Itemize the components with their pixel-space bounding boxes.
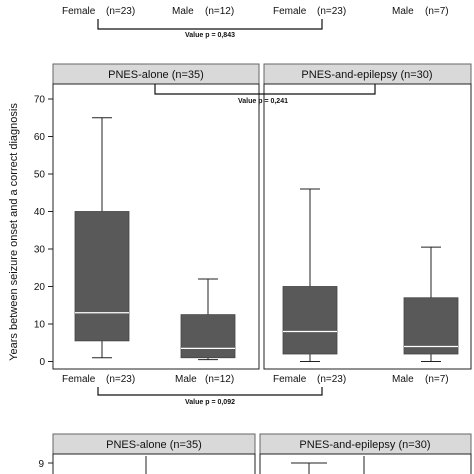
top-pvalue-bracket [97, 19, 323, 30]
box-male-pnes-epilepsy [403, 297, 459, 355]
box-female-pnes-alone [74, 211, 130, 342]
y-tick-label-30: 30 [34, 245, 46, 256]
y-tick-label-0: 0 [39, 357, 45, 368]
top-count-female-1: (n=23) [106, 6, 135, 17]
top-count-female-2: (n=23) [317, 6, 346, 17]
y-tick-label-10: 10 [34, 320, 46, 331]
pvalue-bracket-panels [154, 84, 376, 95]
pvalue-label-panels: Value p = 0,241 [238, 98, 288, 105]
panel-title-pnes-alone: PNES-alone (n=35) [108, 69, 204, 81]
main-chart: PNES-alone (n=35) PNES-and-epilepsy (n=3… [8, 63, 472, 406]
box-plots [74, 117, 459, 362]
x-count-male-pnes-alone: (n=12) [205, 374, 234, 385]
pvalue-label-females: Value p = 0,092 [185, 399, 235, 406]
top-label-male-2: Male [392, 6, 414, 17]
x-label-female-pnes-epilepsy: Female [273, 374, 307, 385]
top-label-female-2: Female [273, 6, 307, 17]
x-count-female-pnes-epilepsy: (n=23) [317, 374, 346, 385]
y-axis: 0 10 20 30 40 50 60 70 [34, 95, 53, 368]
x-label-male-pnes-alone: Male [175, 374, 197, 385]
bottom-frame-left [52, 453, 256, 474]
x-count-male-pnes-epilepsy: (n=7) [425, 374, 449, 385]
top-count-male-1: (n=12) [205, 6, 234, 17]
y-tick-label-40: 40 [34, 207, 46, 218]
bottom-title-pnes-and-epilepsy: PNES-and-epilepsy (n=30) [299, 439, 430, 451]
top-fragment: Female (n=23) Male (n=12) Female (n=23) … [62, 6, 449, 39]
y-tick-label-60: 60 [34, 132, 46, 143]
x-label-female-pnes-alone: Female [62, 374, 96, 385]
top-label-female-1: Female [62, 6, 96, 17]
x-count-female-pnes-alone: (n=23) [106, 374, 135, 385]
box-female-pnes-epilepsy [282, 286, 338, 355]
panel-title-pnes-and-epilepsy: PNES-and-epilepsy (n=30) [301, 69, 432, 81]
top-count-male-2: (n=7) [425, 6, 449, 17]
bottom-fragment: PNES-alone (n=35) PNES-and-epilepsy (n=3… [38, 433, 472, 474]
y-tick-label-70: 70 [34, 95, 46, 106]
panel-frame-pnes-alone [52, 83, 260, 370]
bottom-ytick-label: 9 [38, 459, 44, 470]
panel-frame-pnes-and-epilepsy [263, 83, 472, 370]
y-axis-label: Years between seizure onset and a correc… [8, 103, 20, 361]
top-pvalue-label: Value p = 0,843 [185, 32, 235, 39]
pvalue-bracket-females [97, 387, 323, 396]
top-label-male-1: Male [172, 6, 194, 17]
y-tick-label-20: 20 [34, 282, 46, 293]
y-tick-label-50: 50 [34, 170, 46, 181]
box-male-pnes-alone [180, 314, 236, 359]
bottom-title-pnes-alone: PNES-alone (n=35) [106, 439, 202, 451]
bottom-frame-right [259, 453, 472, 474]
x-label-male-pnes-epilepsy: Male [392, 374, 414, 385]
